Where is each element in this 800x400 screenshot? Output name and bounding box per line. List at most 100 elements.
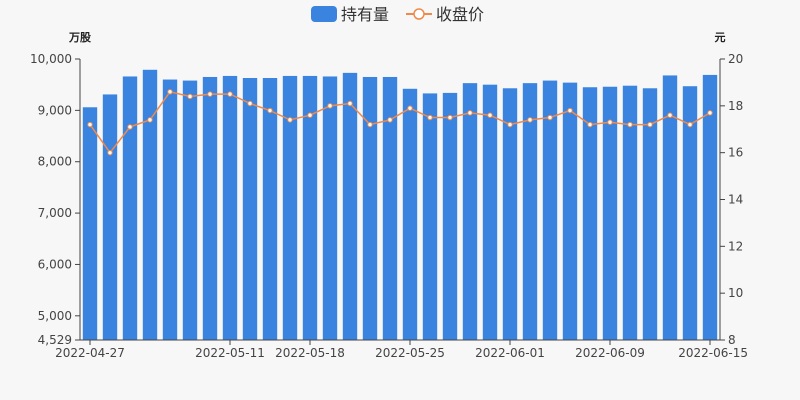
bar-holdings-6 xyxy=(202,76,218,341)
point-close-price-0 xyxy=(87,121,93,128)
bar-holdings-30 xyxy=(682,86,698,341)
bar-holdings-28 xyxy=(642,88,658,340)
point-close-price-13 xyxy=(347,100,353,107)
point-close-price-9 xyxy=(267,107,273,114)
line-series-close-price xyxy=(87,89,713,156)
bar-holdings-23 xyxy=(542,80,558,340)
y-left-tick-label-0: 4,529 xyxy=(38,333,72,347)
point-close-price-24 xyxy=(567,107,573,114)
bar-holdings-7 xyxy=(222,75,238,340)
y-right-tick-label-0: 8 xyxy=(728,333,736,347)
bar-holdings-24 xyxy=(562,82,578,340)
bar-holdings-14 xyxy=(362,76,378,341)
bar-holdings-3 xyxy=(142,69,158,341)
bar-holdings-5 xyxy=(182,80,198,340)
x-tick-label-4: 2022-06-01 xyxy=(475,346,545,360)
y-left-tick-label-6: 10,000 xyxy=(30,52,72,66)
point-close-price-8 xyxy=(247,100,253,107)
point-close-price-5 xyxy=(187,93,193,100)
point-close-price-7 xyxy=(227,91,233,97)
legend-swatch-holdings xyxy=(311,6,337,22)
x-tick-label-3: 2022-05-25 xyxy=(375,346,445,360)
legend-item-close-price[interactable]: 收盘价 xyxy=(406,5,484,24)
bar-holdings-16 xyxy=(402,88,418,341)
x-tick-label-1: 2022-05-11 xyxy=(195,346,265,360)
y-right-unit: 元 xyxy=(715,31,726,44)
point-close-price-19 xyxy=(467,110,473,116)
bar-holdings-0 xyxy=(82,107,98,340)
point-close-price-17 xyxy=(427,114,433,121)
bar-holdings-19 xyxy=(462,83,478,340)
bar-holdings-26 xyxy=(602,86,618,341)
bar-holdings-17 xyxy=(422,93,438,340)
bar-holdings-20 xyxy=(482,84,498,340)
y-left-tick-label-1: 5,000 xyxy=(38,309,72,323)
bar-holdings-13 xyxy=(342,72,358,340)
point-close-price-18 xyxy=(447,114,453,121)
bar-holdings-2 xyxy=(122,76,138,341)
bar-holdings-1 xyxy=(102,94,118,340)
point-close-price-11 xyxy=(307,112,313,118)
point-close-price-27 xyxy=(627,121,633,128)
bar-holdings-4 xyxy=(162,79,178,341)
bar-holdings-27 xyxy=(622,85,638,340)
point-close-price-21 xyxy=(507,121,513,128)
point-close-price-20 xyxy=(487,112,493,118)
point-close-price-16 xyxy=(407,105,413,111)
legend-swatch-close-price-marker xyxy=(413,8,425,20)
point-close-price-4 xyxy=(167,89,173,95)
legend[interactable]: 持有量 收盘价 xyxy=(311,5,484,24)
point-close-price-31 xyxy=(707,110,713,116)
bar-holdings-8 xyxy=(242,78,258,340)
point-close-price-23 xyxy=(547,114,553,121)
point-close-price-30 xyxy=(687,121,693,128)
point-close-price-26 xyxy=(607,119,613,125)
point-close-price-3 xyxy=(147,117,153,123)
x-tick-label-2: 2022-05-18 xyxy=(275,346,345,360)
legend-item-holdings[interactable]: 持有量 xyxy=(311,5,389,24)
bar-holdings-21 xyxy=(502,88,518,340)
y-right-tick-label-3: 14 xyxy=(728,193,743,207)
line-close-price-path xyxy=(89,90,711,154)
point-close-price-12 xyxy=(327,103,333,109)
bar-holdings-9 xyxy=(262,78,278,340)
bar-holdings-22 xyxy=(522,83,538,340)
y-left-tick-label-2: 6,000 xyxy=(38,257,72,271)
bar-holdings-15 xyxy=(382,76,398,341)
y-left-tick-label-4: 8,000 xyxy=(38,155,72,169)
axes xyxy=(75,58,725,345)
bar-holdings-29 xyxy=(662,75,678,340)
x-tick-label-5: 2022-06-09 xyxy=(575,346,645,360)
y-left-tick-label-5: 9,000 xyxy=(38,103,72,117)
y-right-tick-label-6: 20 xyxy=(728,52,743,66)
y-left-unit: 万股 xyxy=(68,31,92,44)
bar-holdings-10 xyxy=(282,75,298,340)
point-close-price-2 xyxy=(127,124,133,130)
point-close-price-1 xyxy=(107,149,113,156)
y-right-tick-label-4: 16 xyxy=(728,146,743,160)
bar-holdings-18 xyxy=(442,92,458,340)
point-close-price-28 xyxy=(647,121,653,128)
x-tick-label-6: 2022-06-15 xyxy=(678,346,748,360)
y-right-tick-label-1: 10 xyxy=(728,286,743,300)
point-close-price-6 xyxy=(207,91,213,97)
point-close-price-25 xyxy=(587,121,593,128)
point-close-price-15 xyxy=(387,117,393,123)
bar-holdings-31 xyxy=(702,74,718,341)
y-right-tick-label-5: 18 xyxy=(728,99,743,113)
point-close-price-29 xyxy=(667,112,673,118)
x-tick-label-0: 2022-04-27 xyxy=(55,346,125,360)
bar-holdings-25 xyxy=(582,87,598,340)
point-close-price-22 xyxy=(527,117,533,123)
bar-holdings-11 xyxy=(302,75,318,340)
legend-label-holdings: 持有量 xyxy=(341,5,389,24)
legend-label-close-price: 收盘价 xyxy=(436,5,484,24)
tick-labels: 4,529 5,000 6,000 7,000 8,000 9,000 10,000 8 10 1… xyxy=(30,52,748,360)
bar-holdings-12 xyxy=(322,76,338,341)
y-left-tick-label-3: 7,000 xyxy=(38,206,72,220)
point-close-price-14 xyxy=(367,121,373,128)
point-close-price-10 xyxy=(287,117,293,123)
bar-series-holdings xyxy=(82,69,718,341)
y-right-tick-label-2: 12 xyxy=(728,239,743,253)
